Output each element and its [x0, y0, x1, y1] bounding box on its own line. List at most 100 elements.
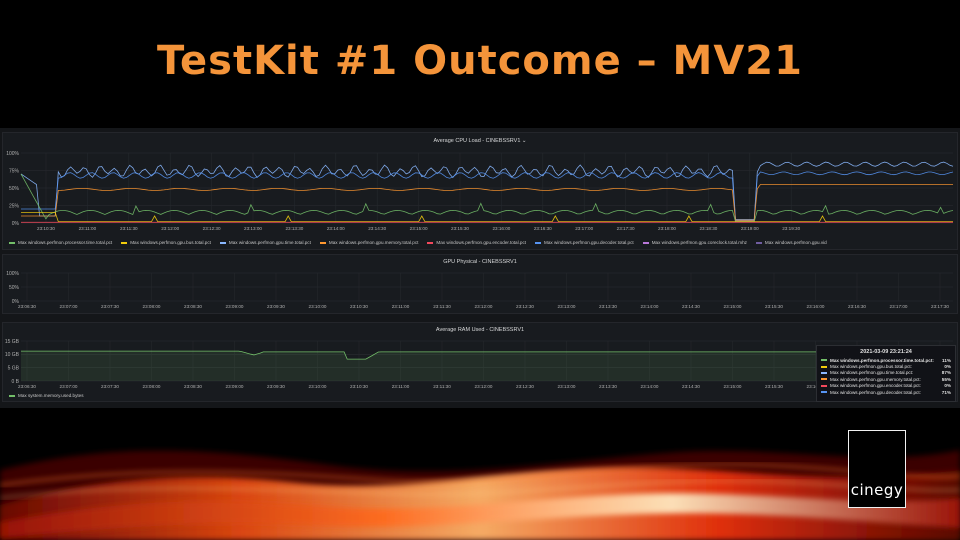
x-tick-label: 23:08:30 — [184, 304, 202, 309]
legend-label: Max windows.perfmon.gpu.memory.total.pct — [328, 240, 419, 245]
legend-label: Max system.memory.used.bytes — [18, 393, 84, 398]
x-tick-label: 23:14:00 — [327, 226, 345, 231]
slide-title: TestKit #1 Outcome – MV21 — [157, 38, 803, 84]
ram-area — [21, 351, 953, 381]
x-tick-label: 23:19:00 — [741, 226, 759, 231]
x-tick-label: 23:15:30 — [451, 226, 469, 231]
x-tick-label: 23:09:30 — [267, 304, 285, 309]
legend-swatch — [319, 241, 326, 244]
legend-label: Max windows.perfmon.gpu.decoder.total.pc… — [544, 240, 634, 245]
tooltip-label: Max windows.perfmon.gpu.encoder.total.pc… — [830, 383, 921, 389]
ram-panel: Average RAM Used - CINEBSSRV1 15 GB 10 GB… — [2, 322, 958, 402]
grafana-dashboard: Average CPU Load - CINEBSSRV1 ⌄ 100% 75% 5… — [0, 128, 960, 408]
cpu-chart: 100% 75% 50% 25% 0% 23:10:30 23:11:00 23:11:30… — [6, 151, 954, 231]
legend-item[interactable]: Max windows.perfmon.gpu.memory.total.pct — [319, 240, 419, 245]
x-tick-label: 23:07:00 — [60, 384, 78, 389]
y-tick-label: 75% — [9, 168, 20, 174]
x-tick-label: 23:14:30 — [682, 384, 700, 389]
x-tick-label: 23:10:00 — [309, 384, 327, 389]
y-tick-label: 5 GB — [8, 365, 20, 371]
tooltip-value: 0% — [944, 383, 951, 389]
x-tick-label: 23:17:00 — [575, 226, 593, 231]
legend-label: Max windows.perfmon.processor.time.total… — [18, 240, 113, 245]
legend-item[interactable]: Max windows.perfmon.gpu.time.total.pct — [219, 240, 311, 245]
x-tick-label: 23:11:30 — [120, 226, 138, 231]
x-tick-label: 23:06:30 — [18, 384, 36, 389]
tooltip-row: Max windows.perfmon.gpu.memory.total.pct… — [817, 376, 955, 382]
legend-item[interactable]: Max windows.perfmon.gpu.vid — [755, 240, 827, 245]
tooltip-row: Max windows.perfmon.gpu.time.total.pct: 8… — [817, 370, 955, 376]
x-tick-label: 23:15:00 — [724, 304, 742, 309]
x-tick-label: 23:15:00 — [724, 384, 742, 389]
x-tick-label: 23:15:30 — [765, 384, 783, 389]
y-tick-label: 50% — [9, 285, 20, 291]
x-tick-label: 23:09:00 — [226, 304, 244, 309]
ram-chart: 15 GB 10 GB 5 GB 0 B 23:06:30 23:07:00 23:07:… — [5, 339, 953, 389]
y-tick-label: 25% — [9, 203, 20, 209]
y-tick-label: 10 GB — [5, 352, 20, 358]
tooltip-label: Max windows.perfmon.processor.time.total… — [830, 357, 934, 363]
x-tick-label: 23:14:30 — [368, 226, 386, 231]
legend-swatch — [9, 394, 15, 397]
x-tick-label: 23:17:30 — [931, 304, 949, 309]
x-tick-label: 23:16:30 — [534, 226, 552, 231]
x-tick-label: 23:07:00 — [60, 304, 78, 309]
gpu-panel-title[interactable]: GPU Physical - CINEBSSRV1 — [443, 259, 517, 265]
x-tick-label: 23:16:00 — [807, 304, 825, 309]
x-tick-label: 23:07:30 — [101, 384, 119, 389]
cpu-series-line — [21, 212, 953, 222]
x-tick-label: 23:14:00 — [641, 304, 659, 309]
legend-swatch — [219, 241, 226, 244]
legend-swatch — [121, 241, 128, 244]
legend-swatch — [427, 241, 434, 244]
x-tick-label: 23:10:30 — [37, 226, 55, 231]
x-tick-label: 23:12:00 — [475, 304, 493, 309]
y-tick-label: 0% — [12, 221, 20, 227]
x-tick-label: 23:12:00 — [161, 226, 179, 231]
x-tick-label: 23:13:30 — [285, 226, 303, 231]
x-tick-label: 23:13:30 — [599, 384, 617, 389]
legend-item[interactable]: Max windows.perfmon.gpu.bus.total.pct — [121, 240, 211, 245]
x-tick-label: 23:16:00 — [492, 226, 510, 231]
x-tick-label: 23:14:30 — [682, 304, 700, 309]
tooltip-row: Max windows.perfmon.processor.time.total… — [817, 357, 955, 363]
legend-swatch — [9, 241, 15, 244]
ram-series-line — [21, 350, 953, 360]
x-tick-label: 23:13:00 — [244, 226, 262, 231]
legend-item[interactable]: Max windows.perfmon.processor.time.total… — [9, 240, 112, 245]
x-tick-label: 23:13:30 — [599, 304, 617, 309]
cpu-series-line — [21, 184, 953, 221]
cpu-series-line — [20, 173, 954, 222]
x-tick-label: 23:17:30 — [617, 226, 635, 231]
tooltip-value: 0% — [944, 364, 951, 370]
x-tick-label: 23:12:30 — [516, 304, 534, 309]
x-tick-label: 23:08:00 — [143, 384, 161, 389]
tooltip-row: Max windows.perfmon.gpu.encoder.total.pc… — [817, 383, 955, 389]
tooltip-swatch — [821, 365, 827, 368]
y-tick-label: 15 GB — [5, 339, 20, 345]
x-tick-label: 23:11:30 — [433, 384, 451, 389]
tooltip-label: Max windows.perfmon.gpu.bus.total.pct: — [830, 364, 912, 370]
legend-item[interactable]: Max system.memory.used.bytes — [9, 393, 84, 398]
y-tick-label: 0 B — [11, 379, 19, 385]
legend-swatch — [755, 241, 762, 244]
y-tick-label: 100% — [6, 151, 19, 157]
ram-panel-title[interactable]: Average RAM Used - CINEBSSRV1 — [435, 327, 525, 333]
tooltip-swatch — [821, 384, 827, 387]
tooltip-row: Max windows.perfmon.gpu.bus.total.pct: 0% — [817, 363, 955, 369]
legend-item[interactable]: Max windows.perfmon.gpu.coreclock.total.… — [642, 240, 747, 245]
legend-item[interactable]: Max windows.perfmon.gpu.decoder.total.pc… — [535, 240, 634, 245]
cinegy-logo: cinegy — [848, 430, 906, 508]
legend-swatch — [535, 241, 542, 244]
x-tick-label: 23:16:00 — [807, 384, 825, 389]
cpu-series-line — [20, 161, 954, 220]
cpu-load-panel: Average CPU Load - CINEBSSRV1 ⌄ 100% 75% 5… — [2, 132, 958, 250]
cpu-panel-title[interactable]: Average CPU Load - CINEBSSRV1 ⌄ — [433, 138, 527, 144]
tooltip-swatch — [821, 391, 827, 394]
tooltip-row: Max windows.perfmon.gpu.decoder.total.pc… — [817, 389, 955, 395]
legend-item[interactable]: Max windows.perfmon.gpu.encoder.total.pc… — [427, 240, 526, 245]
tooltip-value: 71% — [941, 389, 951, 395]
y-tick-label: 0% — [12, 299, 20, 305]
x-tick-label: 23:11:00 — [79, 226, 97, 231]
tooltip-swatch — [821, 359, 827, 362]
